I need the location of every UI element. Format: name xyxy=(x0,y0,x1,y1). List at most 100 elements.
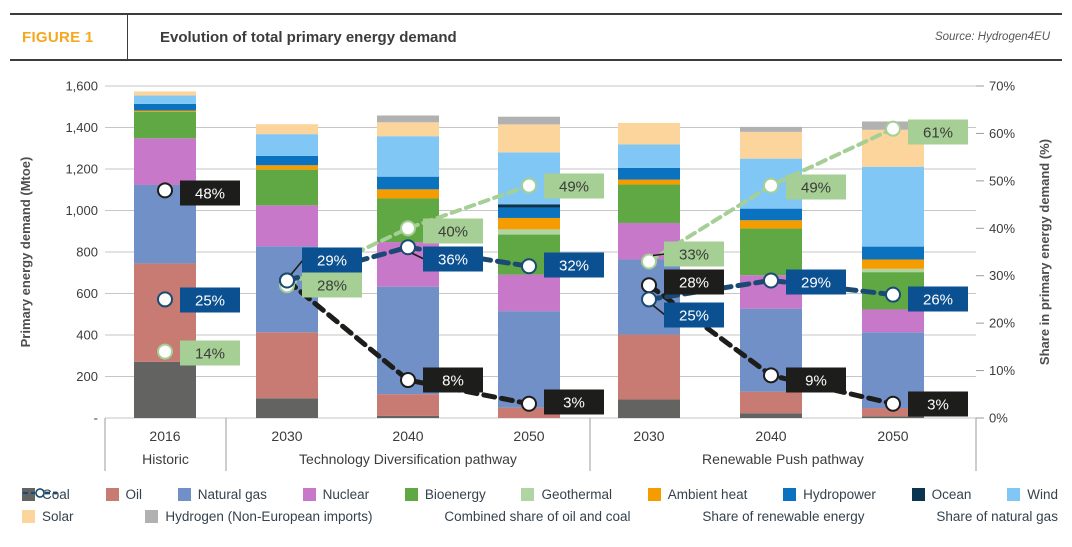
bar-segment-coal xyxy=(740,413,802,418)
data-label-value: 33% xyxy=(679,247,709,264)
line-marker-black xyxy=(641,277,657,294)
line-marker-blue xyxy=(763,272,779,289)
bar-segment-oil xyxy=(498,407,560,418)
bar-segment-wind xyxy=(618,144,680,168)
figure-header: FIGURE 1 Evolution of total primary ener… xyxy=(10,13,1062,61)
axis-title-left: Primary energy demand (Mtoe) xyxy=(18,157,33,348)
bar-segment-geothermal xyxy=(862,268,924,273)
page-title: Evolution of total primary energy demand xyxy=(160,28,457,46)
data-label-value: 61% xyxy=(923,125,953,142)
legend-item-natural-gas: Natural gas xyxy=(177,487,267,502)
y-axis-left-tick-label: 1,200 xyxy=(65,162,98,177)
data-label-box-green xyxy=(180,340,240,366)
data-label-value: 25% xyxy=(195,293,225,310)
data-label-value: 8% xyxy=(442,373,464,390)
legend-label: Coal xyxy=(42,487,70,502)
legend-label: Nuclear xyxy=(322,487,370,502)
y-axis-left-tick-label: 1,600 xyxy=(65,79,98,94)
bar-segment-ocean xyxy=(498,204,560,208)
bar-segment-oil xyxy=(740,391,802,414)
bar-segment-ambient-heat xyxy=(618,179,680,185)
y-axis-right-tick-label: 50% xyxy=(989,173,1015,188)
bar-segment-coal xyxy=(377,415,439,418)
year-label: 2040 xyxy=(392,428,423,444)
line-marker-black xyxy=(885,395,901,412)
legend-label: Oil xyxy=(125,487,143,502)
bar-segment-solar xyxy=(740,131,802,159)
legend-label: Ambient heat xyxy=(667,487,748,502)
data-label-value: 28% xyxy=(679,275,709,292)
bar-segment-hydrogen-non-european-imports xyxy=(498,116,560,125)
y-axis-right-tick-label: 0% xyxy=(989,411,1008,426)
bar-segment-hydropower xyxy=(256,155,318,166)
y-axis-right-tick-label: 20% xyxy=(989,316,1015,331)
bar-segment-geothermal xyxy=(498,229,560,235)
legend-swatch-hydropower xyxy=(783,488,797,501)
y-axis-left-tick-label: 1,000 xyxy=(65,203,98,218)
legend-label: Combined share of oil and coal xyxy=(444,509,631,524)
bar-segment-bioenergy xyxy=(256,169,318,206)
legend-swatch-oil xyxy=(105,488,119,501)
data-label-box-black xyxy=(180,180,240,206)
y-axis-left-tick-label: 600 xyxy=(76,286,98,301)
line-marker-green xyxy=(157,343,173,360)
group-label: Renewable Push pathway xyxy=(702,451,864,467)
legend-swatch-natural-gas xyxy=(177,488,191,501)
data-label-box-green xyxy=(544,173,604,199)
data-label-box-blue xyxy=(423,246,483,272)
bar-segment-hydropower xyxy=(377,176,439,190)
legend-swatch-geothermal xyxy=(521,488,535,501)
bar-segment-coal xyxy=(256,398,318,418)
bar-segment-ambient-heat xyxy=(377,189,439,199)
data-label-value: 3% xyxy=(563,395,585,412)
bar-segment-nuclear xyxy=(862,309,924,333)
bar-segment-ambient-heat xyxy=(256,165,318,170)
legend-label: Ocean xyxy=(931,487,972,502)
data-label-box-blue xyxy=(180,287,240,313)
legend-item-bioenergy: Bioenergy xyxy=(404,487,486,502)
y-axis-right-tick-label: 70% xyxy=(989,79,1015,94)
bar-segment-solar xyxy=(256,124,318,135)
bar-segment-wind xyxy=(256,134,318,156)
data-label-box-blue xyxy=(302,247,362,273)
line-marker-blue xyxy=(400,239,416,256)
data-label-value: 48% xyxy=(195,186,225,203)
bar-segment-bioenergy xyxy=(134,111,196,139)
y-axis-right-tick-label: 10% xyxy=(989,363,1015,378)
data-label-box-green xyxy=(664,241,724,267)
data-label-value: 32% xyxy=(559,258,589,275)
bar-segment-nuclear xyxy=(498,274,560,312)
legend-item-hydropower: Hydropower xyxy=(783,487,876,502)
bar-segment-hydropower xyxy=(740,208,802,221)
legend-label: Share of natural gas xyxy=(936,509,1058,524)
bar-segment-ambient-heat xyxy=(134,110,196,112)
y-axis-right-tick-label: 40% xyxy=(989,221,1015,236)
legend-item-share-of-natural-gas: Share of natural gas xyxy=(23,488,1058,524)
data-label-box-green xyxy=(908,119,968,145)
data-label-box-black xyxy=(544,389,604,415)
legend-item-wind: Wind xyxy=(1007,487,1058,502)
bar-segment-wind xyxy=(134,95,196,104)
line-marker-green xyxy=(400,220,416,237)
data-label-box-black xyxy=(786,367,846,393)
bar-segment-hydropower xyxy=(862,246,924,260)
y-axis-left-tick-label: 200 xyxy=(76,369,98,384)
bar-segment-bioenergy xyxy=(740,228,802,276)
year-label: 2016 xyxy=(149,428,180,444)
line-marker-blue xyxy=(521,258,537,275)
bar-segment-coal xyxy=(134,361,196,418)
group-label: Technology Diversification pathway xyxy=(299,451,517,467)
legend-label: Wind xyxy=(1027,487,1058,502)
legend-item-solar: Solar xyxy=(22,509,74,524)
bar-segment-ambient-heat xyxy=(862,259,924,269)
data-label-value: 3% xyxy=(927,397,949,414)
data-label-box-black xyxy=(908,391,968,417)
data-label-box-blue xyxy=(908,286,968,312)
legend-item-combined-share-of-oil-and-coal: Combined share of oil and coal xyxy=(23,488,631,524)
legend-item-coal: Coal xyxy=(22,487,70,502)
legend-label: Geothermal xyxy=(541,487,613,502)
legend-item-share-of-renewable-energy: Share of renewable energy xyxy=(23,488,864,524)
bar-segment-bioenergy xyxy=(618,184,680,223)
figure-label: FIGURE 1 xyxy=(22,28,94,46)
